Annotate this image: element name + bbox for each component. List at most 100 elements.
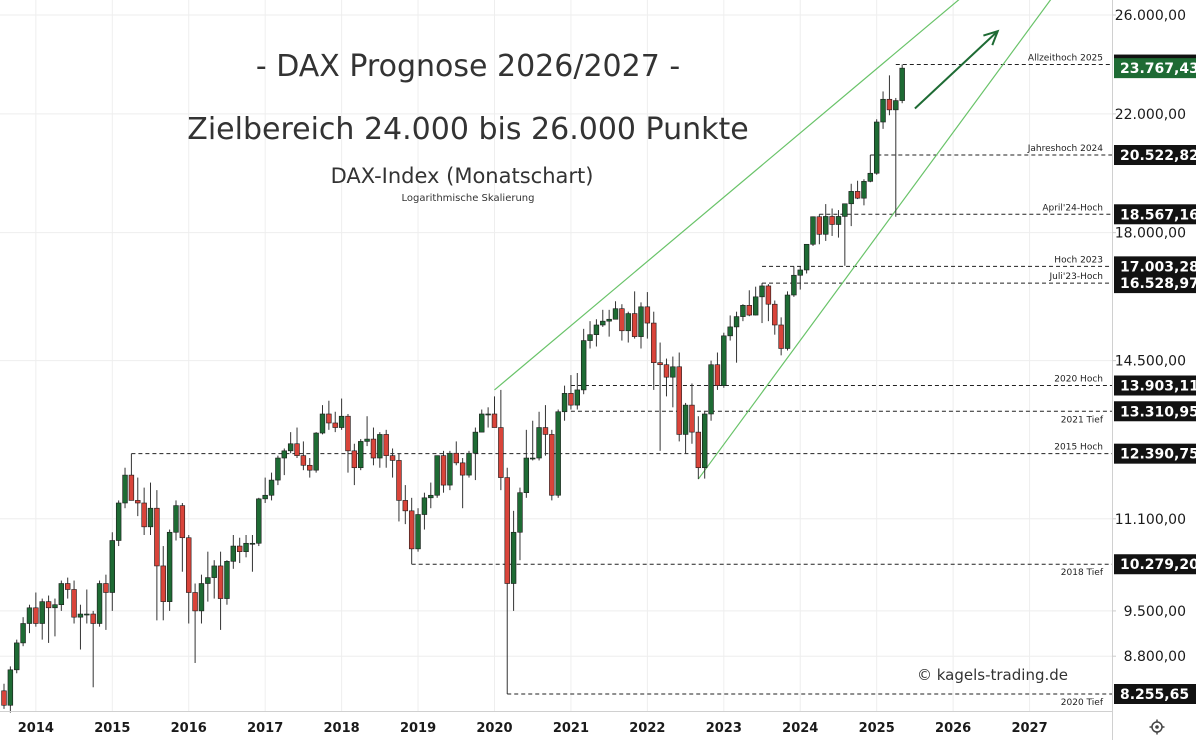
candle <box>249 534 256 572</box>
candle-body <box>555 411 561 496</box>
candle <box>447 450 453 491</box>
candle-body <box>759 285 765 298</box>
candle-body <box>638 306 644 337</box>
candle <box>727 315 733 341</box>
price-badge-label: 17.003,28 <box>1120 259 1196 275</box>
candle-body <box>682 404 689 435</box>
candle-body <box>466 452 472 476</box>
price-badge-label: 12.390,75 <box>1120 447 1196 463</box>
candle <box>256 497 262 547</box>
candle <box>803 243 810 274</box>
candle-body <box>453 452 459 464</box>
price-badge: 16.528,97 <box>1114 273 1196 294</box>
candle-body <box>58 583 65 606</box>
candle-body <box>115 502 122 541</box>
x-tick-label: 2022 <box>629 721 665 736</box>
candle-body <box>122 474 128 504</box>
candle <box>721 332 727 388</box>
candle <box>663 358 670 397</box>
candle-body <box>84 613 90 616</box>
candle-body <box>154 507 160 567</box>
candle <box>103 574 109 630</box>
price-badge-box <box>1114 443 1196 464</box>
candle-body <box>338 415 345 428</box>
candle-body <box>663 364 670 378</box>
candle <box>377 432 383 468</box>
candle-body <box>7 669 14 706</box>
candle <box>568 375 574 410</box>
candle <box>389 448 396 478</box>
candle <box>313 432 319 473</box>
candle <box>402 485 409 525</box>
candle-body <box>402 500 409 512</box>
candle <box>631 291 638 339</box>
price-badge-label: 20.522,82 <box>1120 148 1196 164</box>
chart-subtitle: Zielbereich 24.000 bis 26.000 Punkte <box>187 112 748 147</box>
forecast-arrow-line <box>914 30 999 110</box>
candle <box>689 383 695 444</box>
gear-icon[interactable] <box>1149 719 1165 735</box>
candle <box>542 405 549 456</box>
candle <box>778 317 784 356</box>
candle-body <box>491 413 498 428</box>
candle <box>351 443 358 486</box>
candle <box>612 301 619 320</box>
level-label: Hoch 2023 <box>1054 255 1103 265</box>
candle <box>230 534 237 569</box>
price-badge-label: 23.767,43 <box>1120 61 1196 77</box>
x-tick-label: 2017 <box>247 721 283 736</box>
candle <box>765 284 772 322</box>
candle <box>810 216 816 246</box>
candle <box>600 309 606 327</box>
candle-body <box>542 427 549 435</box>
candle-body <box>52 604 58 609</box>
y-tick-label: 9.500,00 <box>1124 604 1186 620</box>
candle-body <box>631 313 638 337</box>
candle <box>154 490 160 621</box>
candle <box>574 372 581 410</box>
candle <box>848 183 854 227</box>
candle-body <box>313 432 319 471</box>
candle <box>217 551 224 630</box>
candle-body <box>434 455 440 496</box>
candle <box>14 639 20 674</box>
candle <box>619 304 625 341</box>
x-tick-label: 2019 <box>400 721 436 736</box>
candle-body <box>676 366 682 435</box>
price-badge: 23.767,43 <box>1114 58 1196 79</box>
candle <box>466 450 472 478</box>
level-label: Juli'23-Hoch <box>1049 272 1103 282</box>
candle-body <box>128 474 135 501</box>
candle-body <box>383 434 389 456</box>
candle <box>746 290 752 317</box>
candle <box>682 402 689 454</box>
candle-body <box>835 216 842 225</box>
candle <box>479 409 485 433</box>
price-badge-box <box>1114 273 1196 294</box>
candle-body <box>77 613 84 618</box>
candle <box>797 266 803 290</box>
candle-body <box>447 452 453 486</box>
candle <box>281 448 287 476</box>
candle <box>294 427 300 459</box>
candle-body <box>485 413 491 416</box>
candle <box>243 534 249 558</box>
candle <box>109 532 115 611</box>
candle-body <box>873 121 880 174</box>
candle-body <box>268 479 275 496</box>
candle-body <box>275 457 281 481</box>
candle-body <box>39 601 45 624</box>
candle-body <box>848 191 854 205</box>
candle <box>651 311 657 390</box>
candle-body <box>307 464 313 471</box>
candle <box>861 179 867 206</box>
price-badge: 10.279,20 <box>1114 554 1196 575</box>
candle <box>498 389 504 491</box>
candle-body <box>479 413 485 433</box>
price-badge-label: 13.903,11 <box>1120 379 1196 395</box>
candle <box>459 458 466 509</box>
candle-body <box>619 308 625 332</box>
candle-body <box>370 438 377 459</box>
price-badge-box <box>1114 256 1196 277</box>
